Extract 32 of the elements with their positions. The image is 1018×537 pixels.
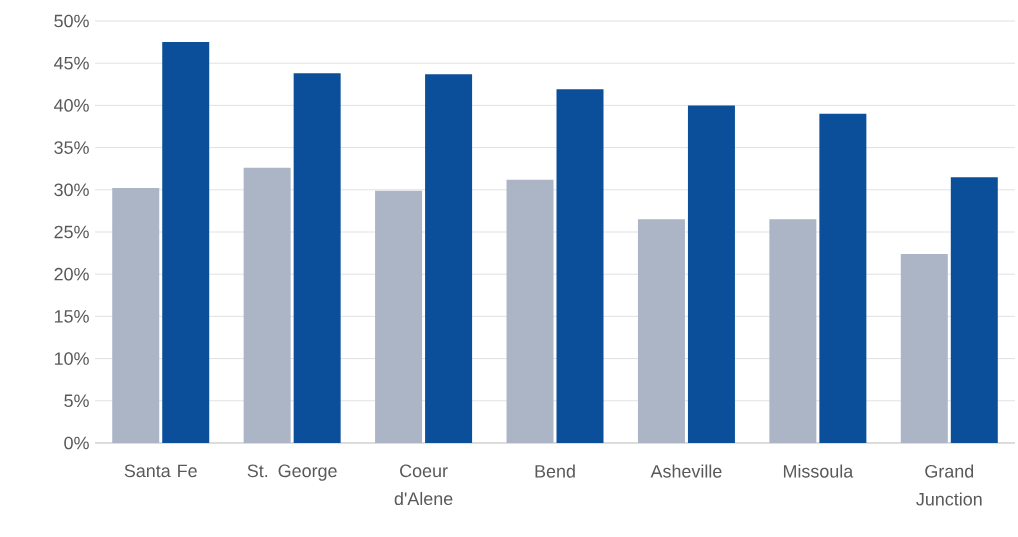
bar	[637, 219, 685, 443]
bar	[506, 179, 554, 443]
y-tick-label: 0%	[64, 436, 89, 450]
x-tick-label: Santa Fe	[124, 464, 197, 478]
bar	[425, 74, 473, 443]
y-tick-label: 45%	[54, 56, 89, 70]
y-tick-label: 15%	[54, 310, 89, 323]
bar	[112, 188, 160, 443]
x-tick-label: Asheville	[650, 464, 722, 478]
y-tick-label: 25%	[54, 225, 89, 239]
y-tick-label: 5%	[64, 394, 89, 408]
x-tick-label: Missoula	[783, 464, 854, 478]
x-tick-label: Bend	[535, 464, 575, 478]
bar	[243, 167, 291, 443]
bar	[819, 113, 867, 443]
bar	[293, 73, 341, 443]
bar	[769, 219, 817, 443]
y-tick-label: 50%	[54, 14, 89, 28]
y-tick-label: 10%	[54, 352, 89, 365]
y-tick-label: 30%	[54, 183, 89, 197]
bar	[375, 190, 423, 443]
x-tick-label: Grand Junction	[916, 464, 982, 506]
y-tick-label: 35%	[54, 141, 89, 154]
bar	[556, 89, 604, 443]
x-tick-label: Coeur d'Alene	[394, 464, 453, 506]
y-tick-label: 40%	[54, 99, 89, 112]
bar	[900, 253, 948, 443]
bar	[162, 42, 210, 443]
x-tick-label: St. George	[247, 464, 337, 481]
y-tick-label: 20%	[54, 267, 89, 281]
bar	[950, 177, 998, 443]
bar	[687, 105, 735, 443]
